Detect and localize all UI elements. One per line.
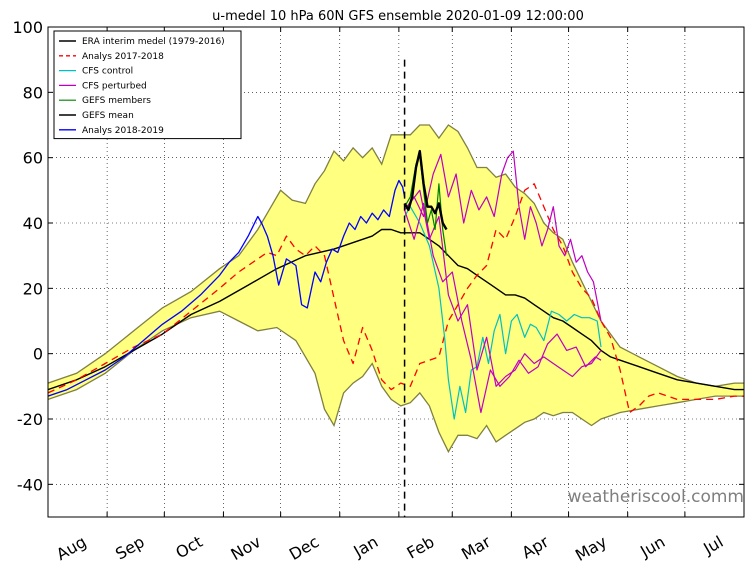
x-tick-label: Apr xyxy=(518,532,552,562)
legend-label: GEFS mean xyxy=(82,111,134,121)
series-line-3-1 xyxy=(404,189,602,387)
y-axis: -40 -20 0 20 40 60 80 100 xyxy=(12,18,744,494)
series-line-5 xyxy=(403,149,448,231)
series-line-2 xyxy=(404,206,602,420)
series-layer xyxy=(48,149,744,420)
x-tick-label: Dec xyxy=(286,532,322,562)
x-tick-label: Nov xyxy=(227,532,264,562)
chart-title: u-medel 10 hPa 60N GFS ensemble 2020-01-… xyxy=(212,9,584,24)
y-tick-label: 100 xyxy=(12,18,43,37)
x-tick-label: Feb xyxy=(404,532,438,562)
plot-frame xyxy=(47,26,745,518)
x-tick-label: Mar xyxy=(458,532,494,562)
y-tick-label: 60 xyxy=(23,149,43,168)
legend-label: Analys 2018-2019 xyxy=(82,126,164,136)
legend-label: CFS control xyxy=(82,67,133,77)
spread-band-upper xyxy=(48,124,744,387)
legend-label: Analys 2017-2018 xyxy=(82,52,164,62)
spread-band xyxy=(48,124,744,454)
x-tick-label: Oct xyxy=(172,532,205,562)
legend-box xyxy=(53,30,242,140)
x-tick-label: Sep xyxy=(112,532,148,562)
series-line-3 xyxy=(404,150,602,322)
x-tick-label: Jul xyxy=(699,532,726,559)
y-tick-label: -20 xyxy=(17,410,43,429)
y-tick-label: -40 xyxy=(17,475,43,494)
legend-label: GEFS members xyxy=(82,96,151,106)
y-tick-label: 0 xyxy=(33,345,43,364)
series-line-1 xyxy=(48,183,744,414)
spread-band-fill xyxy=(48,125,744,452)
x-tick-label: May xyxy=(572,532,610,562)
watermark: weatheriscool.comm xyxy=(568,487,744,507)
series-line-6 xyxy=(48,179,406,397)
series-line-0 xyxy=(48,228,744,391)
y-tick-label: 80 xyxy=(23,83,43,102)
x-tick-label: Aug xyxy=(53,532,90,562)
series-line-3-2 xyxy=(404,202,602,414)
legend-label: ERA interim medel (1979-2016) xyxy=(82,37,225,47)
spread-band-lower xyxy=(48,310,744,454)
legend: ERA interim medel (1979-2016) Analys 2017… xyxy=(53,30,242,140)
y-tick-label: 20 xyxy=(23,279,43,298)
y-tick-label: 40 xyxy=(23,214,43,233)
x-tick-label: Jun xyxy=(636,532,668,561)
x-tick-label: Jan xyxy=(350,532,382,561)
legend-label: CFS perturbed xyxy=(82,81,147,91)
